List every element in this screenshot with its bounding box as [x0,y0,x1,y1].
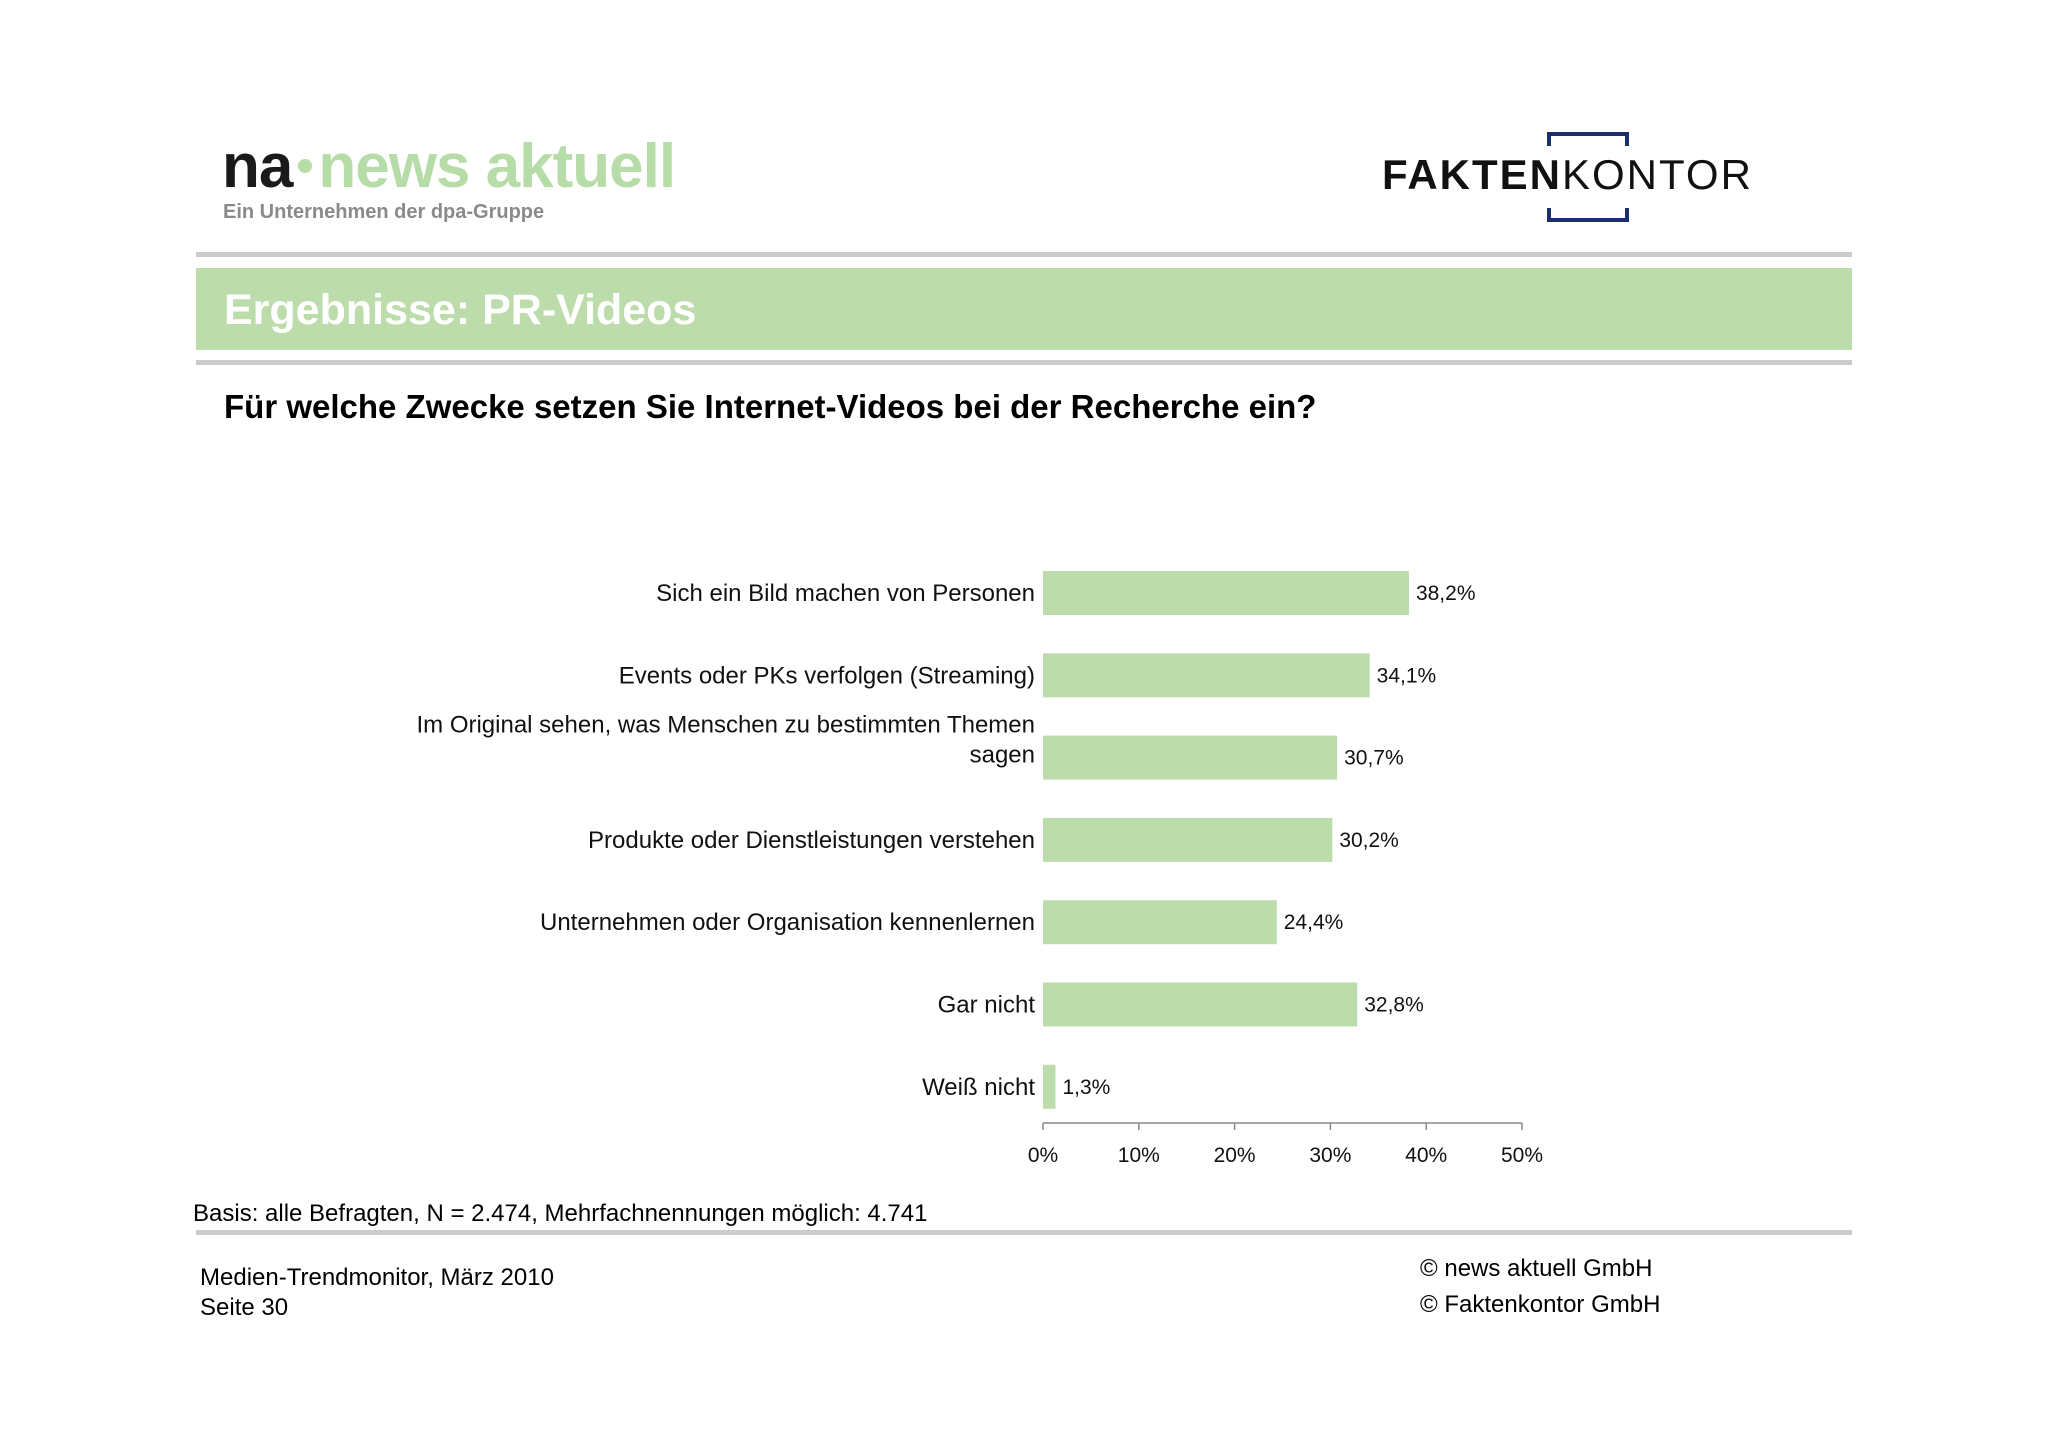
value-label-0: 38,2% [1416,582,1476,605]
footer-divider [196,1230,1852,1235]
bar-3 [1043,817,1333,862]
value-label-2: 30,7% [1344,747,1404,770]
banner-divider [196,360,1852,365]
value-label-6: 1,3% [1062,1076,1110,1099]
x-tick-label-4: 40% [1405,1144,1447,1167]
category-label-2-line-1: sagen [970,742,1035,769]
news-aktuell-logo: na news aktuell [222,136,676,198]
footer-source: Medien-Trendmonitor, März 2010 Seite 30 [200,1263,554,1323]
bar-5 [1043,982,1358,1027]
bar-1 [1043,653,1370,698]
section-banner: Ergebnisse: PR-Videos [196,268,1852,350]
fk-light-text: KONTOR [1562,151,1753,198]
value-label-4: 24,4% [1284,911,1344,934]
bar-6 [1043,1064,1056,1109]
value-label-1: 34,1% [1377,664,1437,687]
x-tick-label-5: 50% [1501,1144,1543,1167]
value-label-3: 30,2% [1339,829,1399,852]
copyright-faktenkontor: © Faktenkontor GmbH [1420,1291,1661,1318]
logo-news-text: news aktuell [318,132,676,201]
faktenkontor-wordmark: FAKTENKONTOR [1382,154,1753,196]
x-tick-label-1: 10% [1118,1144,1160,1167]
faktenkontor-logo: FAKTENKONTOR [1382,132,1792,222]
chart-question: Für welche Zwecke setzen Sie Internet-Vi… [224,388,1317,425]
copyright-news-aktuell: © news aktuell GmbH [1420,1255,1653,1282]
bar-4 [1043,900,1277,945]
banner-title: Ergebnisse: PR-Videos [224,286,697,334]
category-label-3: Produkte oder Dienstleistungen verstehen [588,827,1035,854]
category-label-4: Unternehmen oder Organisation kennenlern… [540,909,1035,936]
category-label-1: Events oder PKs verfolgen (Streaming) [619,662,1035,689]
x-tick-label-2: 20% [1214,1144,1256,1167]
x-tick-label-0: 0% [1028,1144,1058,1167]
category-label-6: Weiß nicht [922,1074,1035,1101]
footer-survey: Medien-Trendmonitor, März 2010 [200,1264,554,1291]
logo-na-text: na [222,132,293,201]
faktenkontor-bracket-icon [1547,132,1629,222]
logo-dot [298,158,313,173]
x-tick-label-3: 30% [1309,1144,1351,1167]
fk-bold-text: FAKTEN [1382,151,1562,198]
footer-copyright: © news aktuell GmbH © Faktenkontor GmbH [1420,1251,1660,1323]
top-divider [196,252,1852,257]
footer-page: Seite 30 [200,1294,289,1321]
bar-0 [1043,571,1409,615]
category-label-5: Gar nicht [938,992,1036,1019]
bar-2 [1043,735,1338,780]
category-label-0: Sich ein Bild machen von Personen [656,580,1035,607]
logo-subtitle: Ein Unternehmen der dpa-Gruppe [223,201,545,223]
category-label-2-line-0: Im Original sehen, was Menschen zu besti… [416,712,1035,739]
value-label-5: 32,8% [1364,994,1424,1017]
basis-note: Basis: alle Befragten, N = 2.474, Mehrfa… [193,1200,928,1227]
